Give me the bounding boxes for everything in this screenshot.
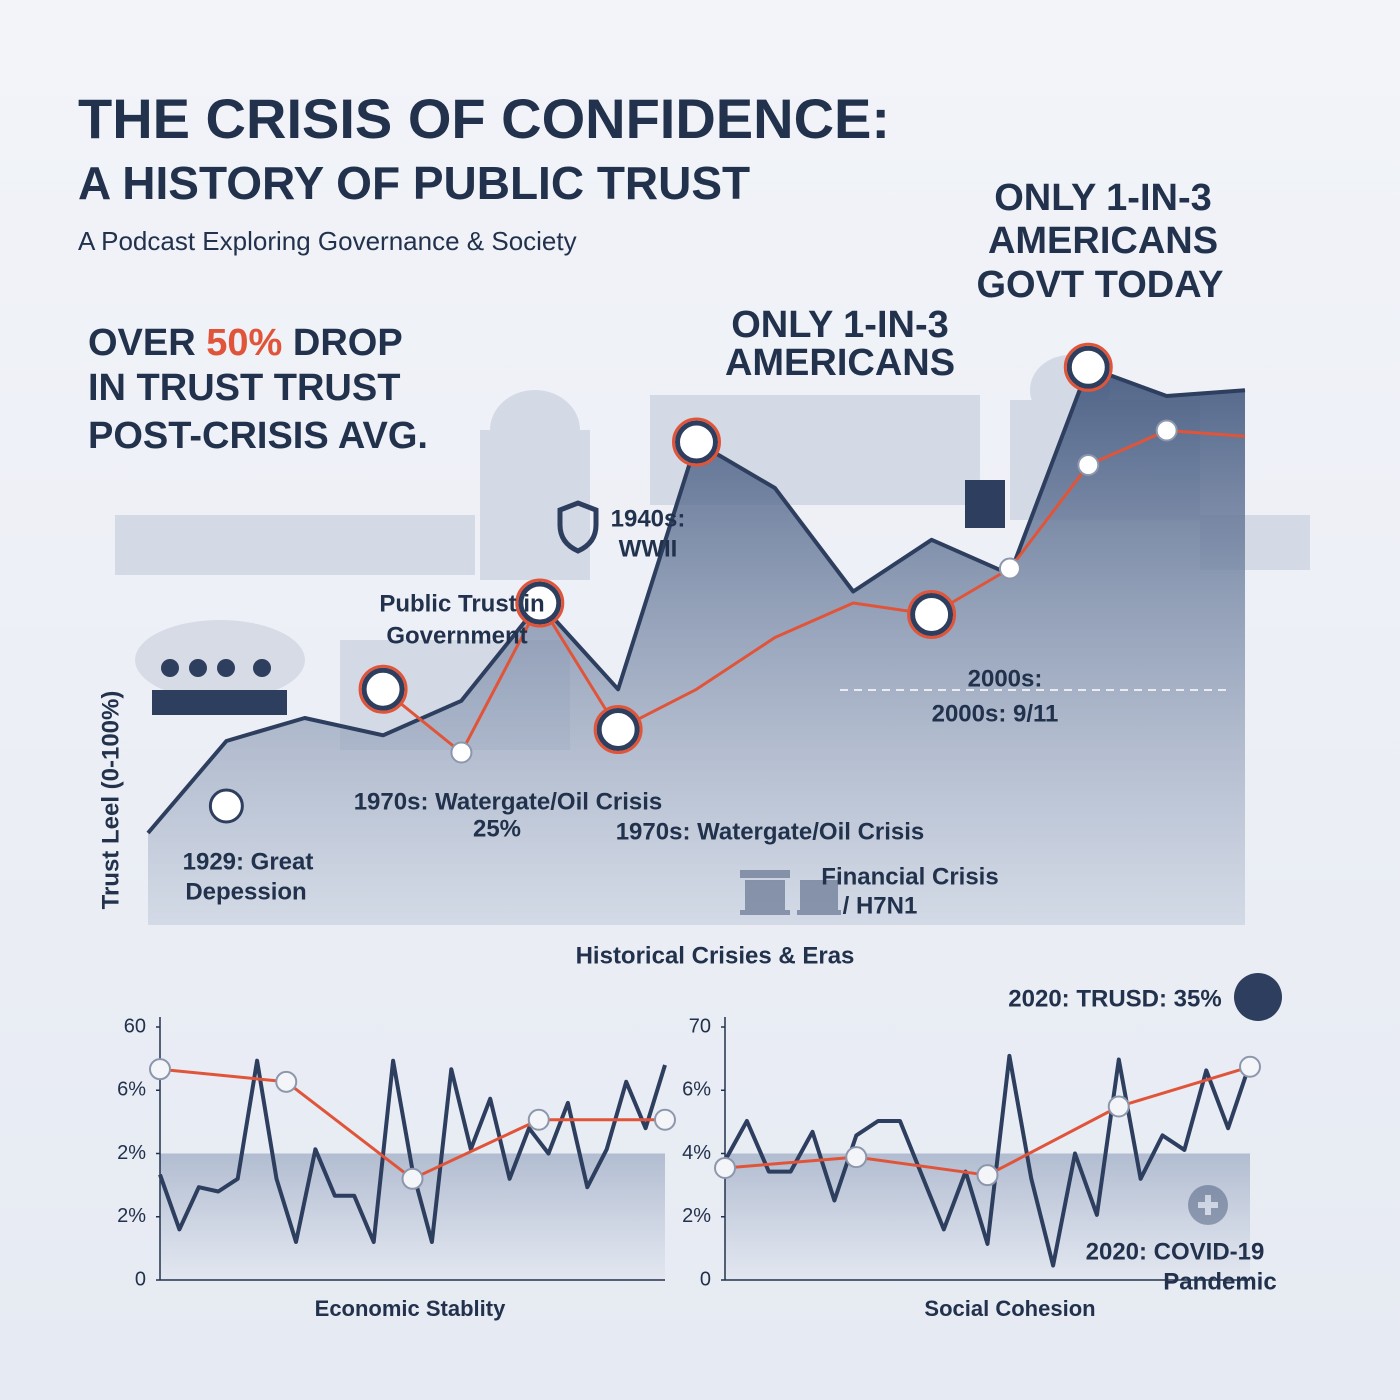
annotation: ONLY 1-IN-3 (731, 304, 949, 346)
virus-icon (1234, 973, 1282, 1021)
x-axis-label: Historical Crisies & Eras (576, 942, 855, 969)
annotation: 2000s: (968, 665, 1043, 692)
highlight-marker (910, 593, 954, 636)
area (148, 367, 1245, 925)
subtitle: A Podcast Exploring Governance & Society (78, 226, 577, 256)
callout: IN TRUST TRUST (88, 367, 400, 409)
annotation: 2020: TRUSD: 35% (1008, 985, 1221, 1012)
y-tick-label: 60 (124, 1015, 146, 1037)
down-icon (208, 788, 244, 824)
annotation: Financial Crisis (821, 863, 998, 890)
point-marker (714, 1156, 736, 1179)
annotation: Government (386, 622, 527, 649)
annotation: Public Trust in (379, 590, 544, 617)
y-tick-label: 4% (682, 1142, 711, 1164)
x-axis-label: Social Cohesion (924, 1296, 1095, 1321)
annotation: Depession (185, 878, 306, 905)
y-tick-label: 70 (689, 1015, 711, 1037)
point-marker (527, 1108, 550, 1131)
y-tick-label: 6% (117, 1079, 146, 1101)
point-marker (1239, 1055, 1261, 1078)
point-marker (976, 1164, 999, 1187)
highlight-marker (361, 667, 405, 711)
line (723, 1053, 1252, 1268)
point-marker (1077, 454, 1100, 476)
title: THE CRISIS OF CONFIDENCE: (78, 87, 890, 150)
highlight-marker (1066, 345, 1110, 389)
point-marker (275, 1070, 298, 1093)
annotation: / H7N1 (843, 892, 918, 919)
annotation: 1970s: Watergate/Oil Crisis (616, 818, 925, 845)
highlight-marker (518, 581, 562, 625)
annotation: 1970s: Watergate/Oil Crisis (354, 788, 663, 815)
annotation: ONLY 1-IN-3 (994, 177, 1212, 219)
highlight-ring (515, 578, 565, 628)
annotation: GOVT TODAY (976, 264, 1223, 306)
highlight-ring (672, 417, 721, 467)
point-marker (450, 741, 473, 764)
shield-icon (557, 500, 599, 554)
line (382, 429, 1246, 754)
annotation: Pandemic (1163, 1268, 1276, 1295)
annotation: AMERICANS (725, 342, 955, 384)
point-marker (654, 1108, 676, 1131)
callout-highlight: 50% (206, 322, 282, 364)
y-axis-label: Trust Leel (0-100%) (97, 691, 124, 910)
callout: OVER 50% DROP (88, 322, 403, 364)
annotation: WWII (619, 535, 678, 562)
plots: 0 2% 2% 6% 60 0 2% 4% 6% 70 (117, 342, 1261, 1290)
annotation: 2000s: 9/11 (932, 700, 1059, 727)
annotation: 25% (473, 815, 521, 842)
y-tick-label: 0 (700, 1268, 711, 1290)
y-tick-label: 2% (117, 1205, 146, 1227)
x-axis-label: Economic Stablity (315, 1296, 506, 1321)
building-icon (965, 480, 1005, 528)
annotation: AMERICANS (988, 220, 1218, 262)
annotation: 2020: COVID-19 (1086, 1238, 1265, 1265)
callout: POST-CRISIS AVG. (88, 415, 428, 457)
callout-text: DROP (282, 322, 402, 364)
point-marker (1107, 1095, 1130, 1118)
point-marker (149, 1058, 171, 1081)
annotations: ONLY 1-IN-3 AMERICANS GOVT TODAY ONLY 1-… (183, 177, 1277, 1295)
annotation: 1940s: (611, 505, 686, 532)
y-tick-label: 2% (117, 1142, 146, 1164)
cloud-icon (135, 620, 305, 715)
point-marker (845, 1146, 868, 1169)
highlight-marker (596, 708, 640, 751)
highlight-marker (675, 420, 718, 464)
point-marker (998, 557, 1021, 580)
callout-text: OVER (88, 322, 206, 364)
y-tick-label: 6% (682, 1079, 711, 1101)
title: A HISTORY OF PUBLIC TRUST (78, 157, 750, 209)
highlight-ring (593, 705, 643, 754)
annotation: 1929: Great (183, 848, 314, 875)
y-tick-label: 2% (682, 1205, 711, 1227)
y-tick-label: 0 (135, 1268, 146, 1290)
point-marker (401, 1167, 424, 1190)
point-marker (1155, 419, 1178, 442)
highlight-ring (358, 664, 408, 714)
highlight-ring (907, 590, 957, 639)
highlight-ring (1063, 342, 1113, 392)
